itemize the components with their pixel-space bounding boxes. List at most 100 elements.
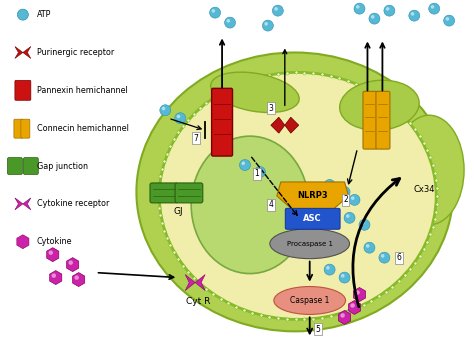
Circle shape xyxy=(255,166,265,177)
Circle shape xyxy=(410,12,414,16)
Circle shape xyxy=(344,212,355,223)
Circle shape xyxy=(324,179,335,190)
Circle shape xyxy=(48,250,53,255)
Circle shape xyxy=(349,194,360,205)
Circle shape xyxy=(409,10,420,21)
FancyBboxPatch shape xyxy=(150,183,178,203)
Text: 1: 1 xyxy=(255,169,259,178)
Polygon shape xyxy=(277,182,348,210)
Circle shape xyxy=(18,9,28,20)
Text: NLRP3: NLRP3 xyxy=(297,191,328,200)
Circle shape xyxy=(379,252,390,263)
Circle shape xyxy=(52,273,56,278)
Ellipse shape xyxy=(340,80,419,130)
FancyBboxPatch shape xyxy=(23,157,38,175)
Circle shape xyxy=(350,303,355,308)
Polygon shape xyxy=(338,310,351,324)
Circle shape xyxy=(175,113,186,124)
Text: 4: 4 xyxy=(268,200,273,209)
Ellipse shape xyxy=(159,72,436,319)
Text: Cytokine receptor: Cytokine receptor xyxy=(37,199,109,208)
Circle shape xyxy=(371,15,374,19)
Text: Cyt R: Cyt R xyxy=(186,297,210,306)
FancyBboxPatch shape xyxy=(285,208,340,229)
Text: ASC: ASC xyxy=(303,214,322,223)
Circle shape xyxy=(68,260,73,265)
Polygon shape xyxy=(328,293,341,306)
Circle shape xyxy=(225,17,236,28)
Circle shape xyxy=(330,295,335,300)
Circle shape xyxy=(241,162,245,165)
Circle shape xyxy=(444,15,455,26)
Circle shape xyxy=(359,219,370,230)
Text: ATP: ATP xyxy=(37,10,51,19)
Circle shape xyxy=(356,290,360,295)
Circle shape xyxy=(340,313,345,318)
Text: Gap junction: Gap junction xyxy=(37,162,88,170)
Circle shape xyxy=(386,7,390,11)
Polygon shape xyxy=(185,275,195,291)
Polygon shape xyxy=(47,248,59,262)
Polygon shape xyxy=(15,198,23,210)
Circle shape xyxy=(351,196,355,200)
Text: 2: 2 xyxy=(343,196,348,204)
Polygon shape xyxy=(271,117,285,133)
FancyBboxPatch shape xyxy=(376,91,390,149)
Text: 5: 5 xyxy=(315,325,320,334)
Ellipse shape xyxy=(274,286,346,315)
Text: 6: 6 xyxy=(397,253,402,262)
Circle shape xyxy=(326,266,330,270)
Polygon shape xyxy=(73,273,85,286)
Circle shape xyxy=(366,244,370,248)
Polygon shape xyxy=(50,271,62,285)
FancyBboxPatch shape xyxy=(15,80,31,100)
Circle shape xyxy=(263,20,273,31)
Circle shape xyxy=(273,5,283,16)
Ellipse shape xyxy=(137,52,453,331)
Text: GJ: GJ xyxy=(173,207,183,216)
Circle shape xyxy=(227,19,230,23)
FancyBboxPatch shape xyxy=(21,119,30,138)
Polygon shape xyxy=(195,275,205,291)
Circle shape xyxy=(354,3,365,14)
Circle shape xyxy=(384,5,395,16)
Text: Procaspase 1: Procaspase 1 xyxy=(287,241,333,247)
Circle shape xyxy=(361,221,365,225)
Ellipse shape xyxy=(394,115,464,225)
Circle shape xyxy=(369,13,380,24)
Polygon shape xyxy=(67,258,79,272)
FancyBboxPatch shape xyxy=(175,183,203,203)
Polygon shape xyxy=(354,287,365,301)
Circle shape xyxy=(381,254,384,258)
Ellipse shape xyxy=(210,72,299,113)
Polygon shape xyxy=(17,235,29,249)
Text: Pannexin hemichannel: Pannexin hemichannel xyxy=(37,86,128,95)
Circle shape xyxy=(364,242,375,253)
Circle shape xyxy=(341,188,345,192)
Text: Purinergic receptor: Purinergic receptor xyxy=(37,48,114,57)
Polygon shape xyxy=(348,300,361,315)
Text: 3: 3 xyxy=(268,104,273,113)
Polygon shape xyxy=(23,198,31,210)
Circle shape xyxy=(339,272,350,283)
Circle shape xyxy=(339,187,350,197)
Polygon shape xyxy=(285,117,299,133)
Circle shape xyxy=(74,275,79,280)
Polygon shape xyxy=(15,47,23,58)
FancyBboxPatch shape xyxy=(8,157,22,175)
Text: Cx34: Cx34 xyxy=(413,186,435,194)
FancyBboxPatch shape xyxy=(363,91,377,149)
Circle shape xyxy=(346,214,350,218)
Circle shape xyxy=(256,168,260,172)
Circle shape xyxy=(211,9,215,13)
Circle shape xyxy=(162,107,165,110)
Circle shape xyxy=(264,22,268,26)
Circle shape xyxy=(177,115,180,118)
Text: Connecin hemichannel: Connecin hemichannel xyxy=(37,124,128,133)
Circle shape xyxy=(428,3,440,14)
Ellipse shape xyxy=(191,136,309,274)
Circle shape xyxy=(210,7,220,18)
Circle shape xyxy=(326,181,330,185)
Circle shape xyxy=(239,159,250,170)
Ellipse shape xyxy=(270,229,349,259)
